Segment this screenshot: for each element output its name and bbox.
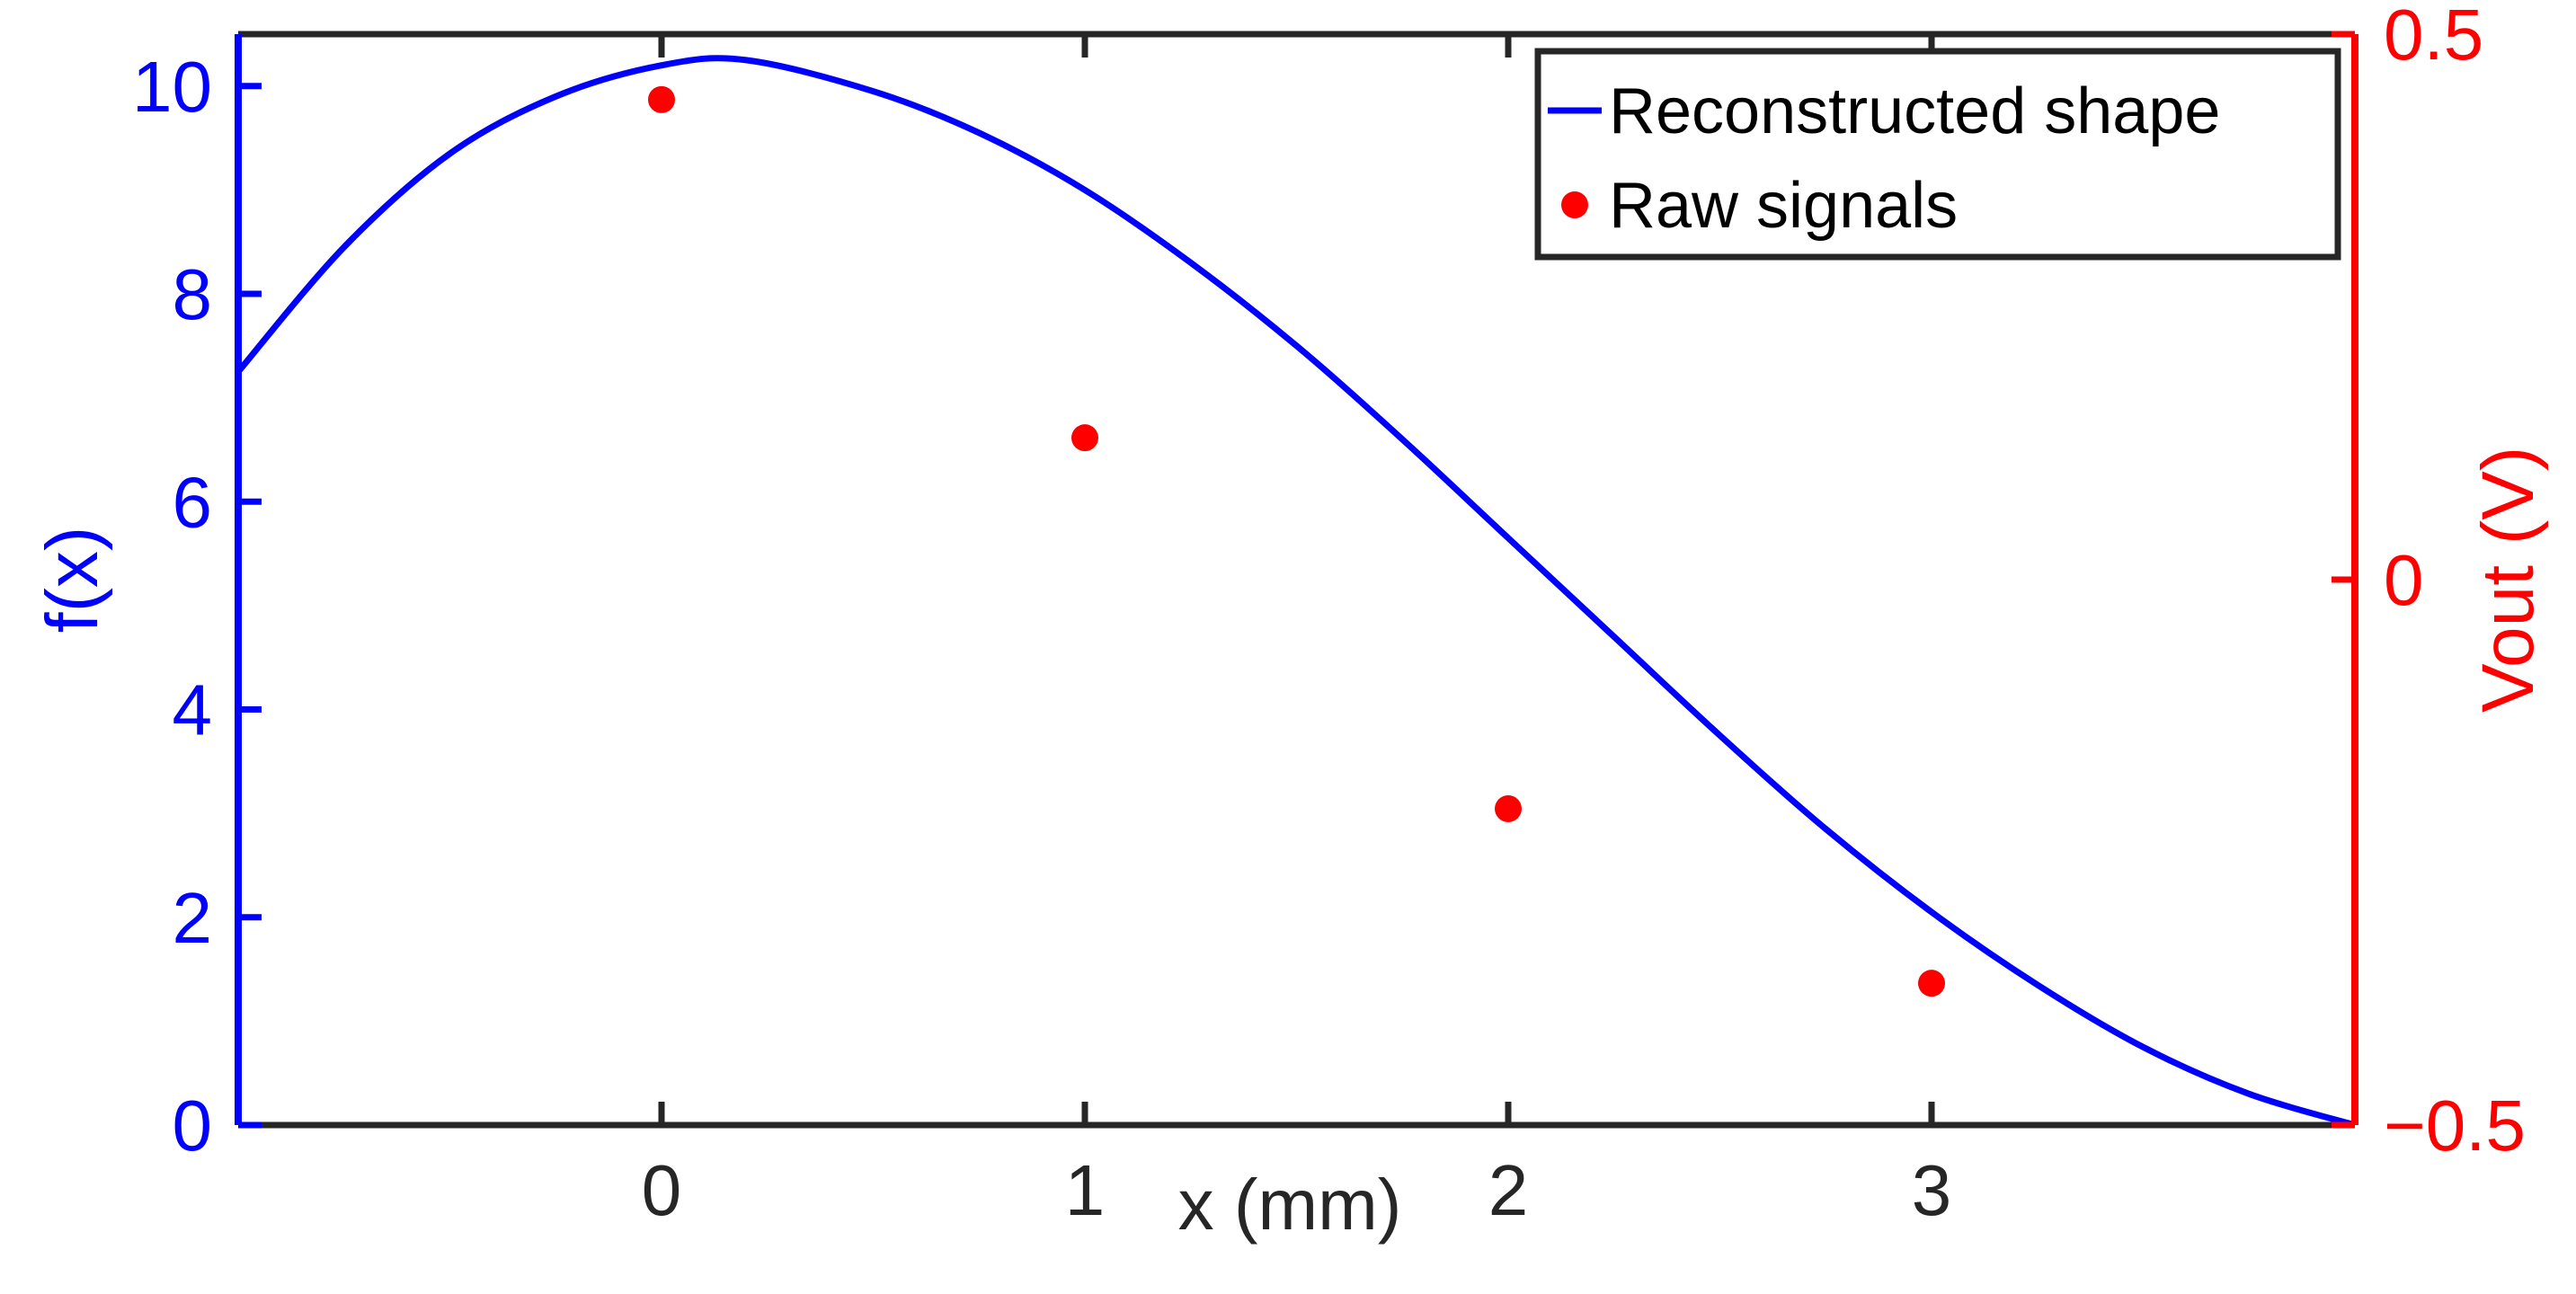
y-axis-right-label: Vout (V) — [2467, 447, 2549, 713]
legend-box — [1534, 48, 2341, 261]
y-left-tick-label: 0 — [173, 1086, 213, 1165]
y-left-tick-label: 8 — [173, 254, 213, 334]
raw-signal-point-0 — [648, 85, 675, 113]
x-tick-label: 1 — [1065, 1150, 1106, 1230]
y-left-tick-label: 2 — [173, 878, 213, 958]
y-left-tick-label: 4 — [173, 670, 213, 750]
x-tick-label: 2 — [1488, 1150, 1529, 1230]
raw-signal-point-2 — [1495, 794, 1522, 822]
legend-marker-swatch — [1561, 191, 1588, 218]
plot-content — [235, 55, 2356, 1129]
x-tick-label: 3 — [1912, 1150, 1952, 1230]
x-tick-label: 0 — [642, 1150, 682, 1230]
y-axis-left-label: f(x) — [31, 527, 113, 633]
series-line-reconstructed-shape — [235, 55, 2356, 1129]
y-left-tick-label: 6 — [173, 462, 213, 542]
raw-signal-point-3 — [1918, 970, 1945, 997]
y-right-tick-label: 0 — [2384, 540, 2424, 620]
axis-ticks: 0 1 2 3 0 2 4 6 8 10 −0.5 0 0.5 — [132, 0, 2526, 1230]
legend: Reconstructed shape Raw signals — [1534, 48, 2341, 261]
legend-entry-reconstructed-shape: Reconstructed shape — [1609, 75, 2220, 147]
x-axis-label: x (mm) — [1178, 1165, 1402, 1245]
legend-entry-raw-signals: Raw signals — [1609, 170, 1958, 242]
y-left-tick-label: 10 — [132, 47, 212, 127]
y-right-tick-label: −0.5 — [2384, 1086, 2526, 1165]
y-right-tick-label: 0.5 — [2384, 0, 2483, 75]
raw-signal-point-1 — [1071, 424, 1098, 452]
